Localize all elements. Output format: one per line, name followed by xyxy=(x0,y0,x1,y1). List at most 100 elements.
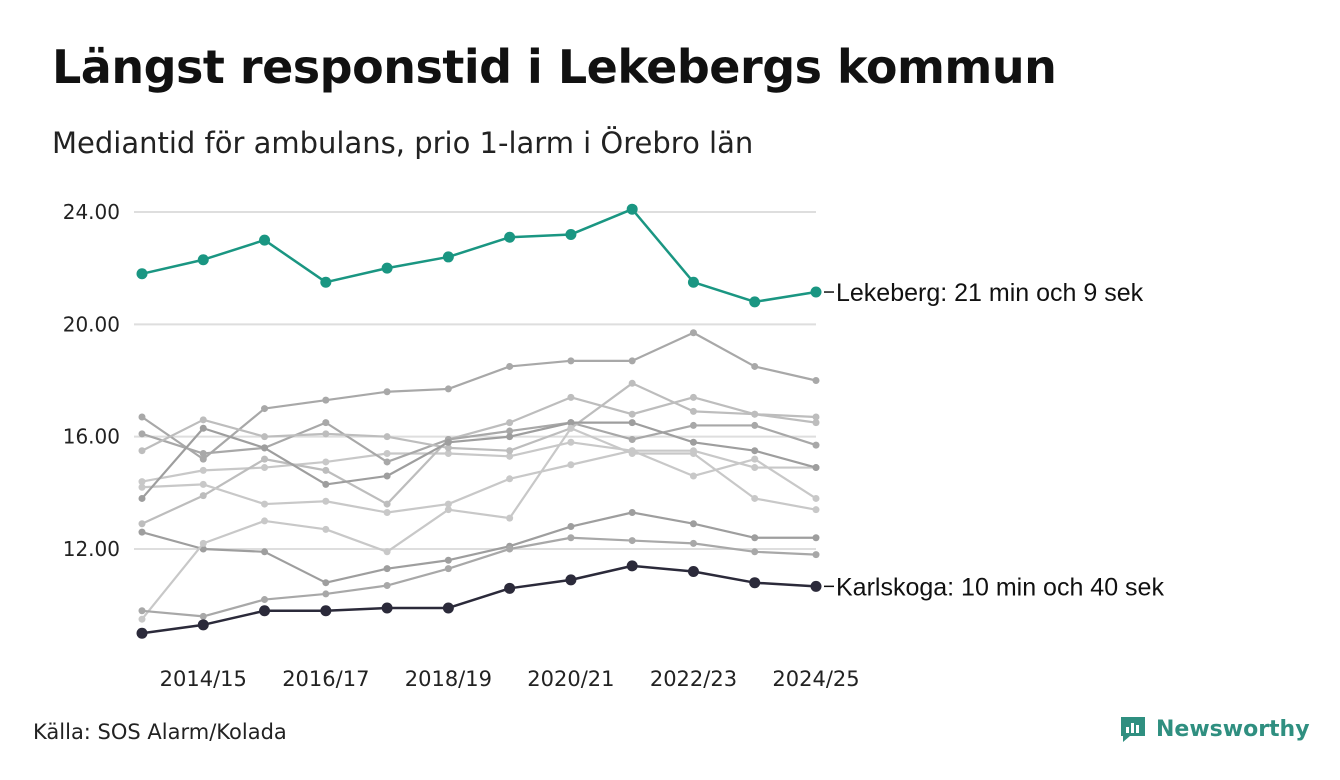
data-point-kommun-b xyxy=(322,396,330,404)
data-point-kommun-j xyxy=(689,539,697,547)
data-point-kommun-f xyxy=(322,419,330,427)
data-point-kommun-f xyxy=(689,421,697,429)
data-point-kommun-b xyxy=(812,377,820,384)
background-series xyxy=(138,329,820,623)
data-point-kommun-h xyxy=(628,419,636,427)
data-point-kommun-d xyxy=(444,556,452,564)
data-point-kommun-h xyxy=(383,472,391,480)
data-point-kommun-i xyxy=(444,506,452,514)
data-point-kommun-c xyxy=(506,419,514,427)
data-point-kommun-e xyxy=(812,494,820,502)
data-point-lekeberg xyxy=(442,251,454,263)
data-point-kommun-i xyxy=(567,424,575,432)
series-line-kommun-g xyxy=(141,382,817,452)
data-point-lekeberg xyxy=(626,203,638,215)
data-point-kommun-b xyxy=(751,362,759,370)
x-tick-label: 2024/25 xyxy=(772,667,859,691)
data-point-kommun-e xyxy=(689,472,697,480)
data-point-kommun-j xyxy=(506,545,514,553)
series-line-kommun-e xyxy=(141,449,817,514)
grid-lines xyxy=(134,211,816,550)
data-point-kommun-h xyxy=(506,433,514,441)
data-point-kommun-e xyxy=(567,461,575,469)
data-point-kommun-e xyxy=(261,500,269,508)
data-point-kommun-g xyxy=(444,444,452,452)
chart-subtitle: Mediantid för ambulans, prio 1-larm i Ör… xyxy=(52,126,754,160)
series-line-kommun-f xyxy=(141,421,817,464)
x-tick-label: 2016/17 xyxy=(282,667,369,691)
data-point-karlskoga xyxy=(320,605,332,617)
data-point-kommun-a xyxy=(444,450,452,458)
data-point-kommun-e xyxy=(138,483,146,491)
data-point-kommun-f xyxy=(138,430,146,438)
data-point-kommun-a xyxy=(506,452,514,460)
x-tick-label: 2018/19 xyxy=(405,667,492,691)
brand-name: Newsworthy xyxy=(1156,716,1310,742)
data-point-kommun-b xyxy=(383,388,391,396)
series-line-kommun-i xyxy=(141,427,817,620)
data-point-karlskoga xyxy=(504,582,516,594)
series-line-kommun-a xyxy=(141,441,816,483)
data-point-kommun-h xyxy=(567,419,575,427)
data-point-kommun-e xyxy=(199,480,207,488)
series-line-kommun-b xyxy=(141,331,817,461)
data-point-kommun-c xyxy=(138,520,146,528)
data-point-karlskoga xyxy=(749,577,761,589)
data-point-kommun-d xyxy=(812,534,820,542)
highlight-series xyxy=(136,203,822,639)
y-tick-label: 20.00 xyxy=(63,312,120,336)
y-tick-label: 12.00 xyxy=(63,537,120,561)
data-point-kommun-b xyxy=(628,357,636,365)
data-point-kommun-g xyxy=(812,413,820,421)
data-point-kommun-f xyxy=(383,458,391,466)
data-point-kommun-h xyxy=(444,438,452,446)
series-line-kommun-c xyxy=(141,396,817,525)
data-point-kommun-b xyxy=(444,385,452,393)
data-point-kommun-b xyxy=(261,405,269,413)
data-point-kommun-i xyxy=(199,539,207,547)
data-point-karlskoga xyxy=(442,602,454,614)
data-point-kommun-a xyxy=(199,466,207,474)
data-point-kommun-i xyxy=(322,525,330,533)
data-point-kommun-g xyxy=(689,407,697,415)
data-point-karlskoga xyxy=(197,619,209,631)
data-point-kommun-e xyxy=(506,475,514,483)
data-point-kommun-b xyxy=(689,329,697,337)
data-point-kommun-d xyxy=(628,508,636,516)
data-point-kommun-e xyxy=(751,455,759,463)
data-point-lekeberg xyxy=(749,296,761,308)
data-point-kommun-g xyxy=(751,410,759,418)
data-point-kommun-a xyxy=(322,458,330,466)
data-point-lekeberg xyxy=(320,276,332,288)
data-point-kommun-d xyxy=(751,534,759,542)
data-point-kommun-h xyxy=(751,447,759,455)
data-point-kommun-h xyxy=(138,494,146,502)
end-label-lekeberg: Lekeberg: 21 min och 9 sek xyxy=(836,279,1144,307)
data-point-kommun-j xyxy=(261,596,269,604)
end-label-karlskoga: Karlskoga: 10 min och 40 sek xyxy=(836,573,1164,601)
data-point-karlskoga xyxy=(259,605,271,617)
data-point-kommun-b xyxy=(199,455,207,463)
series-line-kommun-j xyxy=(141,536,817,618)
x-axis: 2014/15 2016/17 2018/19 2020/21 2022/23 2024/… xyxy=(160,667,860,691)
data-point-lekeberg xyxy=(810,286,822,298)
data-point-kommun-j xyxy=(199,612,207,620)
data-point-lekeberg xyxy=(687,276,699,288)
data-point-kommun-f xyxy=(751,421,759,429)
source-note: Källa: SOS Alarm/Kolada xyxy=(33,720,287,744)
data-point-kommun-d xyxy=(261,548,269,556)
data-point-lekeberg xyxy=(504,231,516,243)
data-point-kommun-d xyxy=(138,528,146,536)
data-point-kommun-h xyxy=(261,444,269,452)
data-point-kommun-h xyxy=(689,438,697,446)
x-tick-label: 2020/21 xyxy=(527,667,614,691)
data-point-kommun-a xyxy=(383,450,391,458)
data-point-kommun-j xyxy=(751,548,759,556)
data-point-kommun-g xyxy=(261,433,269,441)
data-point-kommun-a xyxy=(138,478,146,486)
newsworthy-logo: Newsworthy xyxy=(1118,714,1310,744)
data-point-kommun-j xyxy=(138,607,146,615)
data-point-kommun-i xyxy=(751,494,759,502)
data-point-kommun-e xyxy=(322,497,330,505)
